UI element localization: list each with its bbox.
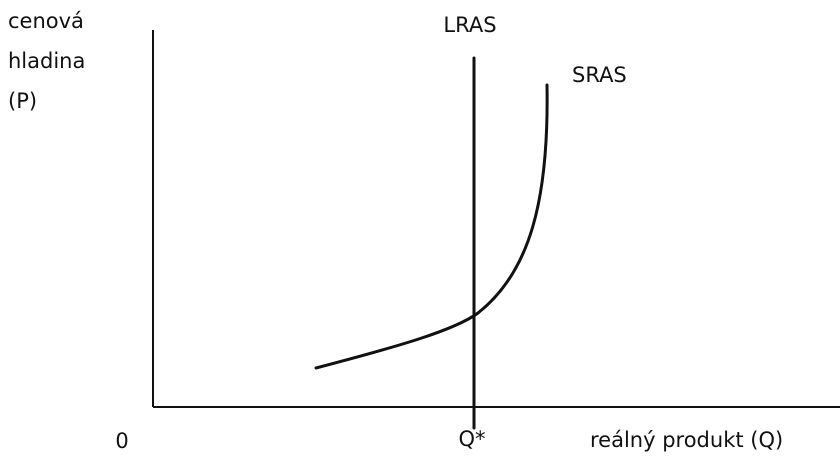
- sras-label: SRAS: [572, 63, 627, 87]
- equilibrium-label: Q*: [458, 427, 485, 451]
- sras-curve: [314, 83, 549, 370]
- y-axis-label: hladina: [8, 49, 85, 73]
- y-axis-label: (P): [8, 89, 37, 113]
- y-axis-label: cenová: [8, 9, 84, 33]
- x-axis-label: reálný produkt (Q): [590, 428, 783, 452]
- origin-label: 0: [115, 429, 128, 453]
- lras-label: LRAS: [443, 13, 496, 37]
